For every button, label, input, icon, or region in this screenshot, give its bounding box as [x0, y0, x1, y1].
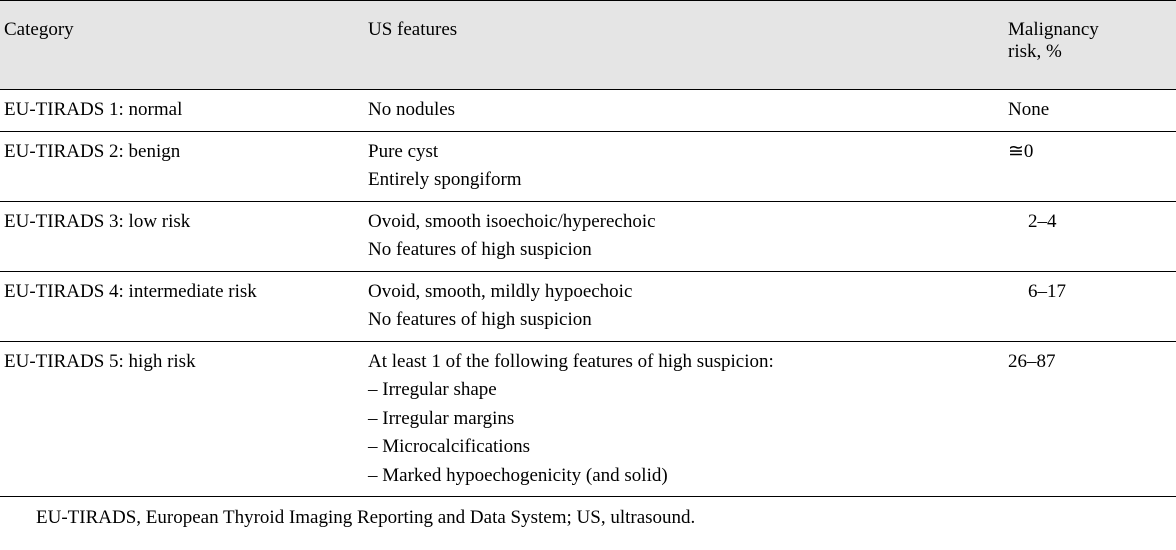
cell-features: Pure cystEntirely spongiform: [360, 131, 1000, 201]
table-row: EU-TIRADS 5: high risk At least 1 of the …: [0, 341, 1176, 497]
header-risk: Malignancy risk, %: [1000, 1, 1176, 90]
feature-line: – Microcalcifications: [368, 433, 992, 462]
feature-line: No features of high suspicion: [368, 236, 992, 265]
risk-value: 2–4: [1008, 208, 1057, 237]
feature-line: At least 1 of the following features of …: [368, 348, 992, 377]
feature-line: – Irregular shape: [368, 376, 992, 405]
feature-line: – Irregular margins: [368, 405, 992, 434]
cell-risk: 2–4: [1000, 201, 1176, 271]
table-row: EU-TIRADS 1: normal No nodules None: [0, 90, 1176, 132]
table-row: EU-TIRADS 3: low riskOvoid, smooth isoec…: [0, 201, 1176, 271]
table-row: EU-TIRADS 4: intermediate riskOvoid, smo…: [0, 271, 1176, 341]
table-header: Category US features Malignancy risk, %: [0, 1, 1176, 90]
cell-category: EU-TIRADS 3: low risk: [0, 201, 360, 271]
feature-line: Ovoid, smooth, mildly hypoechoic: [368, 278, 992, 307]
table-footnote: EU-TIRADS, European Thyroid Imaging Repo…: [0, 497, 1176, 539]
cell-features: Ovoid, smooth, mildly hypoechoicNo featu…: [360, 271, 1000, 341]
header-category: Category: [0, 1, 360, 90]
feature-line: – Marked hypoechogenicity (and solid): [368, 462, 992, 491]
risk-value: 6–17: [1008, 278, 1066, 307]
tirads-table: Category US features Malignancy risk, % …: [0, 0, 1176, 497]
cell-risk: 26–87: [1000, 341, 1176, 497]
cell-features: Ovoid, smooth isoechoic/hyperechoicNo fe…: [360, 201, 1000, 271]
cell-category: EU-TIRADS 2: benign: [0, 131, 360, 201]
feature-line: Ovoid, smooth isoechoic/hyperechoic: [368, 208, 992, 237]
header-risk-line1: Malignancy: [1008, 19, 1099, 40]
cell-risk: 6–17: [1000, 271, 1176, 341]
feature-line: Pure cyst: [368, 138, 992, 167]
header-features: US features: [360, 1, 1000, 90]
cell-risk: None: [1000, 90, 1176, 132]
table-row: EU-TIRADS 2: benignPure cystEntirely spo…: [0, 131, 1176, 201]
feature-line: No nodules: [368, 96, 992, 125]
tirads-table-container: Category US features Malignancy risk, % …: [0, 0, 1176, 539]
header-risk-line2: risk, %: [1008, 41, 1062, 62]
cell-risk: ≅0: [1000, 131, 1176, 201]
table-body: EU-TIRADS 1: normalNo nodulesNoneEU-TIRA…: [0, 90, 1176, 497]
cell-category: EU-TIRADS 1: normal: [0, 90, 360, 132]
header-row: Category US features Malignancy risk, %: [0, 1, 1176, 90]
cell-category: EU-TIRADS 4: intermediate risk: [0, 271, 360, 341]
cell-category: EU-TIRADS 5: high risk: [0, 341, 360, 497]
cell-features: At least 1 of the following features of …: [360, 341, 1000, 497]
feature-line: No features of high suspicion: [368, 306, 992, 335]
feature-line: Entirely spongiform: [368, 166, 992, 195]
cell-features: No nodules: [360, 90, 1000, 132]
